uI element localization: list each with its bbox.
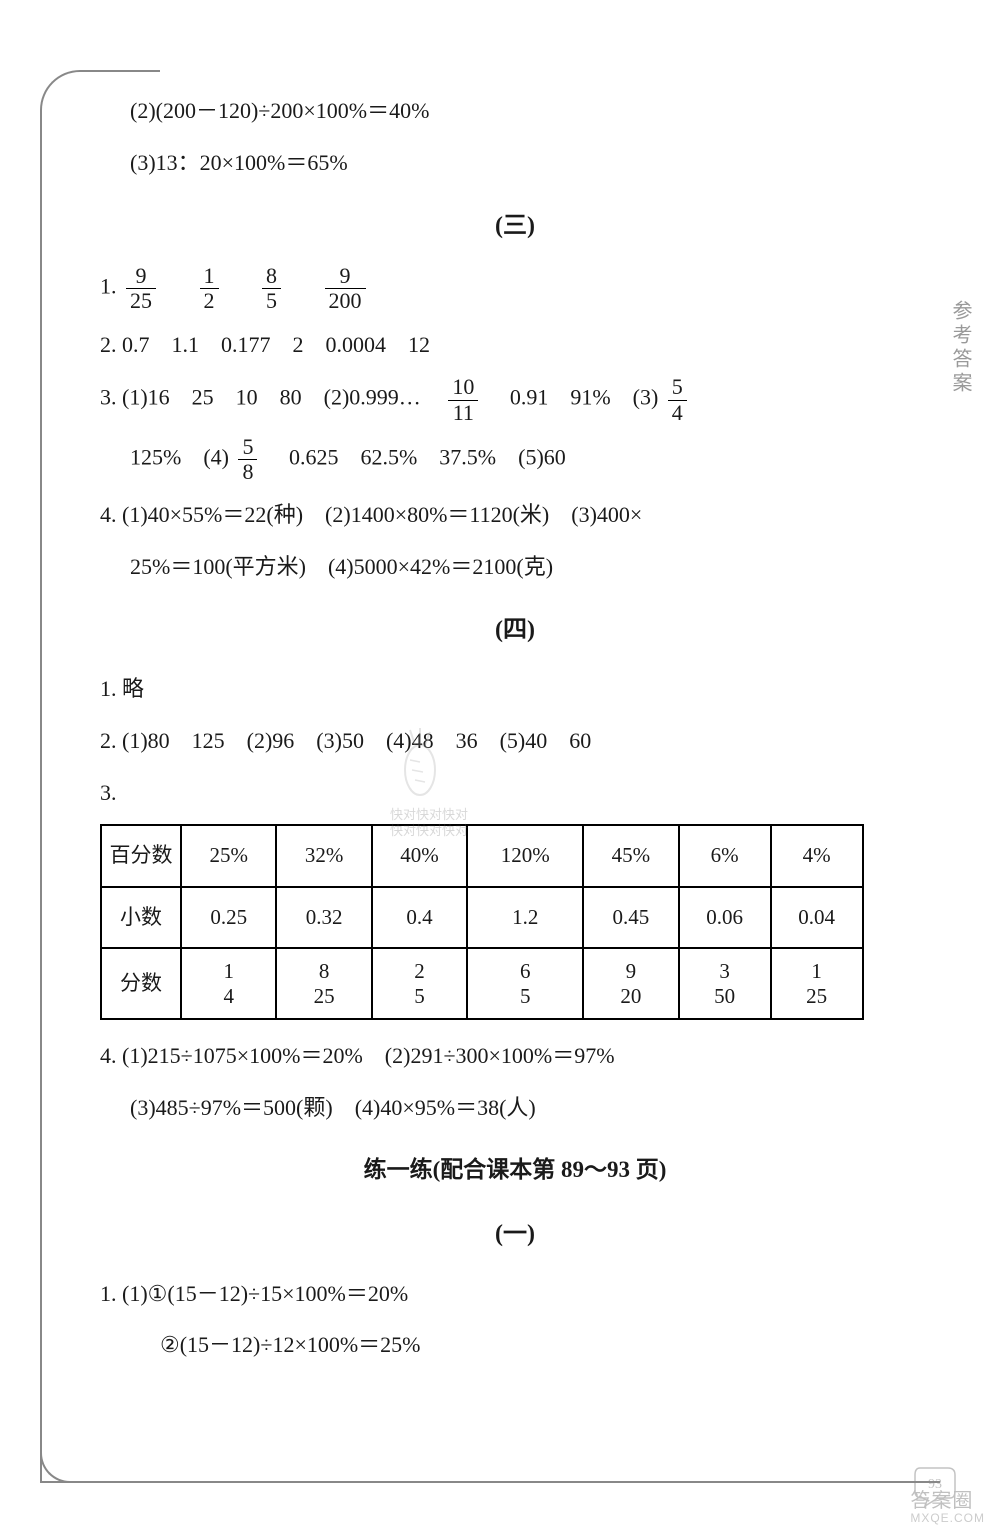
cell: 14 — [181, 948, 276, 1018]
top-line-2: (2)(200－120)÷200×100%＝40% — [100, 90, 930, 132]
frac-1: 925 — [126, 264, 156, 313]
s3-q3a-mid: 0.91 91% (3) — [488, 385, 658, 410]
cell: 920 — [583, 948, 678, 1018]
s3-q3b-tail: 0.625 62.5% 37.5% (5)60 — [267, 444, 566, 469]
table-row: 小数 0.25 0.32 0.4 1.2 0.45 0.06 0.04 — [101, 887, 863, 949]
page-bottom-border — [40, 1481, 940, 1483]
cell-header: 小数 — [101, 887, 181, 949]
section-4-title: (四) — [100, 608, 930, 654]
cell: 350 — [679, 948, 771, 1018]
p-l1: 1. (1)①(15－12)÷15×100%＝20% — [100, 1273, 930, 1315]
cell: 32% — [276, 825, 371, 887]
frac-10-11: 1011 — [448, 375, 478, 424]
cell-header: 分数 — [101, 948, 181, 1018]
frac-3: 85 — [262, 264, 281, 313]
top-line-3: (3)13：20×100%＝65% — [100, 142, 930, 184]
corner-brand: 答案圈 — [910, 1490, 973, 1512]
s3-q3b-prefix: 125% (4) — [130, 444, 229, 469]
frac-4: 9200 — [325, 264, 366, 313]
cell: 65 — [467, 948, 583, 1018]
s4-q4b: (3)485÷97%＝500(颗) (4)40×95%＝38(人) — [100, 1087, 930, 1129]
table-row: 分数 14 825 25 65 920 350 125 — [101, 948, 863, 1018]
cell: 125 — [771, 948, 863, 1018]
cell: 25 — [372, 948, 467, 1018]
s4-q2: 2. (1)80 125 (2)96 (3)50 (4)48 36 (5)40 … — [100, 720, 930, 762]
cell: 25% — [181, 825, 276, 887]
frac-2: 12 — [200, 264, 219, 313]
section-3-title: (三) — [100, 204, 930, 250]
s4-q4a: 4. (1)215÷1075×100%＝20% (2)291÷300×100%＝… — [100, 1035, 930, 1077]
frac-5-4: 54 — [668, 375, 687, 424]
cell: 0.45 — [583, 887, 678, 949]
cell: 1.2 — [467, 887, 583, 949]
s3-q1-prefix: 1. — [100, 274, 117, 299]
practice-title: 练一练(配合课本第 89～93 页) — [100, 1148, 930, 1192]
s3-q3a: 3. (1)16 25 10 80 (2)0.999… 1011 0.91 91… — [100, 375, 930, 424]
cell: 825 — [276, 948, 371, 1018]
cell: 6% — [679, 825, 771, 887]
s3-q4a: 4. (1)40×55%＝22(种) (2)1400×80%＝1120(米) (… — [100, 494, 930, 536]
page-left-border — [40, 130, 42, 1483]
cell-header: 百分数 — [101, 825, 181, 887]
data-table: 百分数 25% 32% 40% 120% 45% 6% 4% 小数 0.25 0… — [100, 824, 864, 1020]
cell: 4% — [771, 825, 863, 887]
p-l2: ②(15－12)÷12×100%＝25% — [100, 1324, 930, 1366]
cell: 0.32 — [276, 887, 371, 949]
cell: 45% — [583, 825, 678, 887]
corner-watermark: 答案圈 MXQE.COM — [910, 1484, 985, 1525]
table-row: 百分数 25% 32% 40% 120% 45% 6% 4% — [101, 825, 863, 887]
side-label: 参考答案 — [946, 300, 975, 396]
cell: 0.25 — [181, 887, 276, 949]
cell: 0.4 — [372, 887, 467, 949]
s3-q2: 2. 0.7 1.1 0.177 2 0.0004 12 — [100, 324, 930, 366]
cell: 0.04 — [771, 887, 863, 949]
s4-q3-label: 3. — [100, 772, 930, 814]
cell: 120% — [467, 825, 583, 887]
cell: 0.06 — [679, 887, 771, 949]
s3-q3a-prefix: 3. (1)16 25 10 80 (2)0.999… — [100, 385, 421, 410]
content-area: (2)(200－120)÷200×100%＝40% (3)13：20×100%＝… — [100, 90, 930, 1366]
s4-q1: 1. 略 — [100, 668, 930, 710]
carrot-watermark-icon — [395, 720, 445, 800]
s3-q1: 1. 925 12 85 9200 — [100, 264, 930, 313]
frac-5-8: 58 — [238, 435, 257, 484]
corner-url: MXQE.COM — [910, 1511, 985, 1525]
cell: 40% — [372, 825, 467, 887]
practice-sub: (一) — [100, 1212, 930, 1258]
s3-q4b: 25%＝100(平方米) (4)5000×42%＝2100(克) — [100, 546, 930, 588]
page-bottom-curve — [40, 1453, 100, 1483]
page-corner-border — [40, 70, 160, 130]
s3-q3b: 125% (4) 58 0.625 62.5% 37.5% (5)60 — [100, 435, 930, 484]
